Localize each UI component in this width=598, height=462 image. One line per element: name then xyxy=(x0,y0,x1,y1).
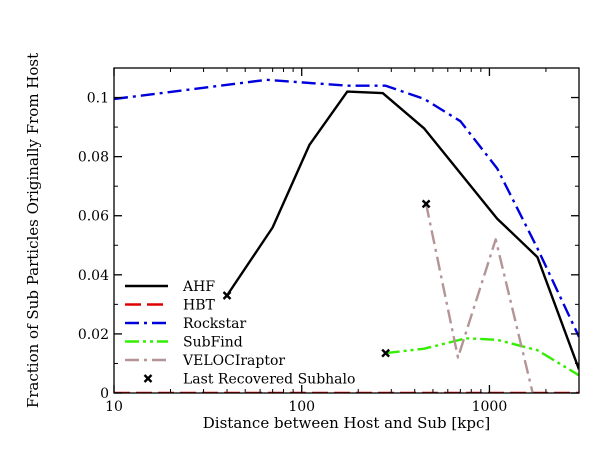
legend-label: Last Recovered Subhalo xyxy=(183,372,355,388)
legend-entry-velociraptor: VELOCIraptor xyxy=(125,353,285,369)
y-tick-label: 0.08 xyxy=(78,150,109,166)
series-line-velociraptor xyxy=(424,203,534,393)
legend-marker-swatch xyxy=(143,374,153,383)
marker-point xyxy=(421,199,431,209)
x-tick-label: 10 xyxy=(105,399,123,415)
x-tick-label: 1000 xyxy=(472,399,508,415)
y-tick-label: 0.06 xyxy=(78,209,109,225)
legend-label: SubFind xyxy=(183,335,243,351)
y-tick-label: 0.02 xyxy=(78,327,109,343)
legend-entry-hbt: HBT xyxy=(125,298,215,314)
x-tick-label: 100 xyxy=(288,399,315,415)
legend-entry-ahf: AHF xyxy=(125,279,215,295)
series-line-subfind xyxy=(385,337,579,377)
axis-ticks: 10 100 1000 0 0.02 0.04 0.06 0.08 0.1 xyxy=(78,68,580,415)
legend-label: AHF xyxy=(182,279,215,295)
last-recovered-markers xyxy=(222,199,431,358)
legend: AHF HBT Rockstar SubFind VELOCIraptor Last Re… xyxy=(125,279,355,388)
legend-label: HBT xyxy=(183,298,215,314)
x-axis-label: Distance between Host and Sub [kpc] xyxy=(203,414,490,432)
y-axis-label: Fraction of Sub Particles Originally Fro… xyxy=(24,53,42,408)
y-tick-label: 0.1 xyxy=(87,91,109,107)
y-tick-label: 0.04 xyxy=(78,268,109,284)
legend-label: VELOCIraptor xyxy=(182,353,285,369)
series-line-ahf xyxy=(226,90,579,370)
legend-label: Rockstar xyxy=(183,316,246,332)
y-tick-label: 0 xyxy=(100,386,109,402)
marker-point xyxy=(381,348,391,358)
plot-frame xyxy=(113,67,580,394)
legend-entry-rockstar: Rockstar xyxy=(125,316,246,332)
marker-point xyxy=(222,291,232,300)
plot-elements xyxy=(114,78,579,393)
legend-entry-subfind: SubFind xyxy=(125,335,243,351)
legend-entry-last-recovered-subhalo: Last Recovered Subhalo xyxy=(143,372,355,388)
